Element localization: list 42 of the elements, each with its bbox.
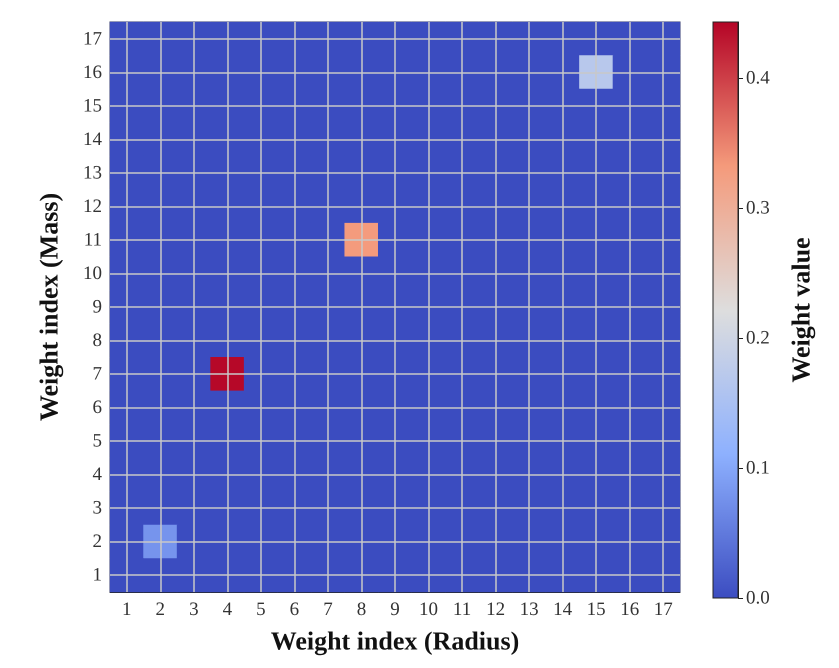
- y-tick-label: 15: [83, 95, 102, 116]
- y-tick-label: 4: [92, 464, 102, 486]
- x-tick-label: 14: [553, 599, 573, 620]
- y-tick-label: 2: [92, 531, 102, 552]
- color-bar-label: 0.2: [746, 327, 770, 348]
- x-tick-label: 6: [290, 599, 300, 620]
- color-bar-label: 0.3: [746, 197, 770, 218]
- x-tick-label: 10: [419, 599, 438, 620]
- color-bar-title: Weight value: [786, 237, 816, 383]
- y-tick-label: 5: [92, 430, 102, 452]
- y-tick-label: 6: [92, 397, 102, 418]
- x-tick-label: 16: [620, 599, 640, 620]
- color-bar-label: 0.0: [746, 588, 770, 608]
- x-tick-label: 12: [486, 599, 506, 620]
- x-axis-title: Weight index (Radius): [270, 626, 520, 656]
- y-axis-title: Weight index (Mass): [34, 192, 64, 422]
- x-tick-label: 13: [520, 599, 539, 620]
- y-tick-label: 17: [83, 28, 102, 50]
- y-tick-label: 16: [83, 62, 102, 83]
- color-bar-label: 0.4: [746, 67, 770, 88]
- y-tick-label: 12: [83, 196, 102, 217]
- y-tick-label: 14: [83, 128, 102, 150]
- y-tick-label: 7: [92, 364, 102, 385]
- y-tick-label: 3: [92, 498, 102, 519]
- y-tick-label: 10: [83, 262, 102, 284]
- x-tick-label: 15: [586, 599, 606, 620]
- x-tick-label: 17: [654, 599, 673, 620]
- x-tick-label: 11: [452, 599, 472, 620]
- y-tick-label: 13: [83, 162, 102, 184]
- y-tick-label: 11: [84, 229, 102, 250]
- x-tick-label: 2: [156, 599, 166, 620]
- x-tick-label: 9: [390, 599, 400, 620]
- x-tick-label: 1: [122, 599, 132, 620]
- y-tick-label: 8: [92, 330, 102, 352]
- x-tick-label: 4: [222, 599, 233, 620]
- y-tick-label: 1: [92, 564, 102, 586]
- x-tick-label: 7: [323, 599, 333, 620]
- x-tick-label: 8: [356, 599, 366, 620]
- color-bar-label: 0.1: [746, 457, 770, 478]
- x-tick-label: 3: [189, 599, 199, 620]
- y-tick-label: 9: [92, 296, 102, 318]
- x-tick-label: 5: [256, 599, 266, 620]
